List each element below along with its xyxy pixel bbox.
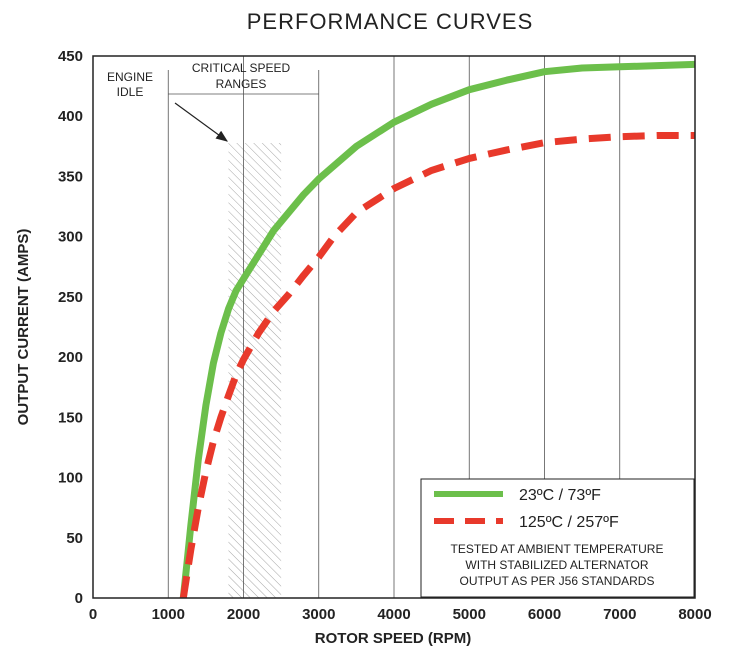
series-line-1	[179, 132, 695, 598]
x-tick-labels: 0 1000 2000 3000 4000 5000 6000 7000 8000	[89, 606, 712, 623]
note-line3: OUTPUT AS PER J56 STANDARDS	[460, 574, 655, 588]
x-tick-label: 1000	[152, 606, 185, 623]
engine-idle-arrow	[174, 102, 228, 142]
critical-speed-label-line1: CRITICAL SPEED	[192, 61, 291, 75]
legend-box	[420, 478, 695, 598]
legend-label-125c: 125ºC / 257ºF	[519, 514, 619, 531]
y-tick-labels: 0 50 100 150 200 250 300 350 400 450	[58, 48, 83, 607]
grid-lines	[167, 56, 621, 598]
y-tick-label: 0	[75, 590, 83, 607]
x-tick-label: 8000	[678, 606, 711, 623]
x-tick-label: 5000	[453, 606, 486, 623]
x-axis-label: ROTOR SPEED (RPM)	[315, 630, 471, 647]
x-tick-label: 7000	[603, 606, 636, 623]
x-tick-label: 4000	[377, 606, 410, 623]
x-tick-label: 0	[89, 606, 97, 623]
y-tick-label: 350	[58, 168, 83, 185]
y-axis-label: OUTPUT CURRENT (AMPS)	[15, 229, 32, 426]
plot-frame	[92, 55, 696, 599]
y-tick-label: 100	[58, 470, 83, 487]
y-tick-label: 400	[58, 108, 83, 125]
critical-speed-label-line2: RANGES	[216, 77, 267, 91]
engine-idle-label-line2: IDLE	[117, 85, 144, 99]
y-tick-label: 200	[58, 349, 83, 366]
engine-idle-label-line1: ENGINE	[107, 70, 153, 84]
y-tick-label: 50	[66, 530, 83, 547]
y-tick-label: 250	[58, 289, 83, 306]
x-tick-label: 6000	[528, 606, 561, 623]
x-tick-label: 3000	[302, 606, 335, 623]
critical-speed-band	[228, 143, 282, 598]
chart-title: PERFORMANCE CURVES	[247, 9, 534, 34]
note-line1: TESTED AT AMBIENT TEMPERATURE	[451, 542, 664, 556]
series-line-0	[179, 60, 695, 598]
legend-label-23c: 23ºC / 73ºF	[519, 487, 601, 504]
note-line2: WITH STABILIZED ALTERNATOR	[465, 558, 648, 572]
x-tick-label: 2000	[227, 606, 260, 623]
y-tick-label: 450	[58, 48, 83, 65]
y-tick-label: 300	[58, 229, 83, 246]
y-tick-label: 150	[58, 409, 83, 426]
legend: 23ºC / 73ºF 125ºC / 257ºF TESTED AT AMBI…	[420, 478, 695, 598]
series-layer	[179, 60, 695, 598]
